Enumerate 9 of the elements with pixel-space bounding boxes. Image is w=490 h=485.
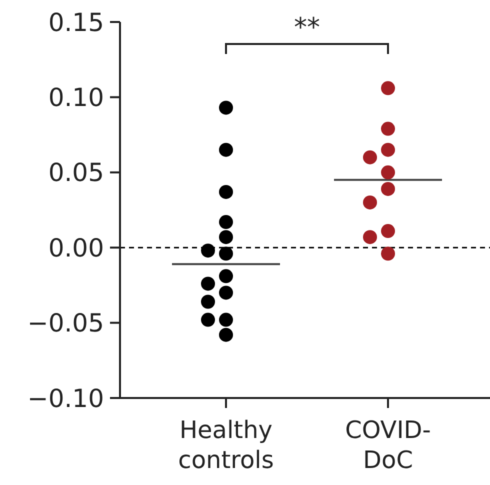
y-tick-label: −0.10 <box>27 384 104 413</box>
x-tick-label: Healthy controls <box>178 416 274 474</box>
y-tick-label: −0.05 <box>27 308 104 338</box>
y-tick-label: 0.10 <box>48 82 104 112</box>
y-tick-label: 0.05 <box>48 158 104 188</box>
y-tick-label: 0.15 <box>48 8 104 37</box>
y-tick-label: 0.00 <box>48 233 104 262</box>
x-tick-label: COVID-DoC <box>345 416 431 474</box>
annotation: ** <box>294 13 320 43</box>
